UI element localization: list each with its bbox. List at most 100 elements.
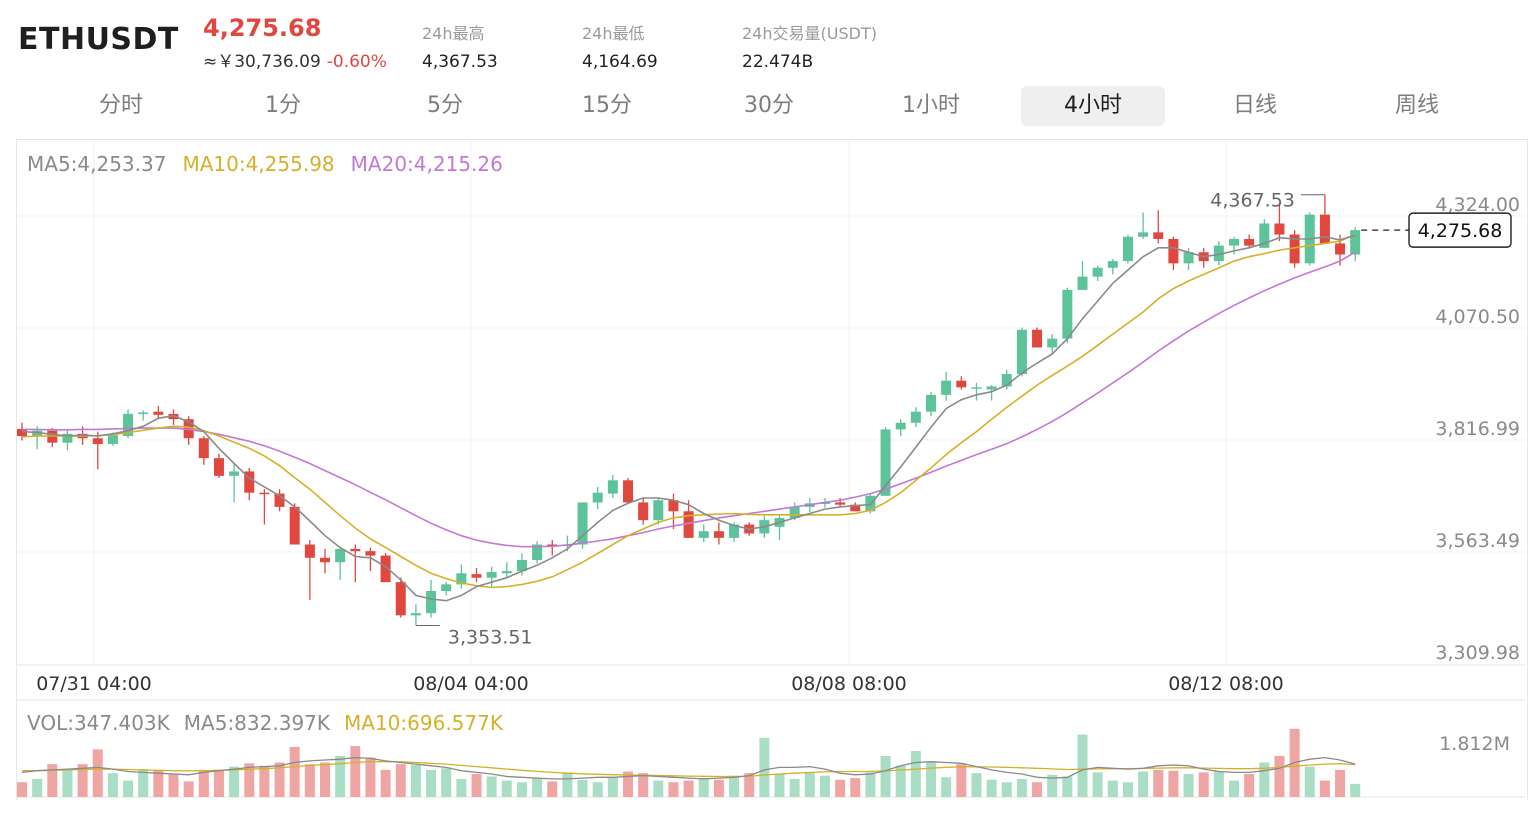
candle-body <box>986 386 997 390</box>
volume-bar <box>880 755 891 797</box>
candle-body <box>1047 338 1058 348</box>
candle-body <box>123 413 134 437</box>
volume-bar <box>1259 762 1270 797</box>
candle-body <box>683 511 694 538</box>
volume-bar <box>1198 772 1209 797</box>
volume-bar <box>456 778 467 797</box>
current-price-box <box>1408 212 1512 248</box>
candle-body <box>289 506 300 545</box>
volume-bar <box>304 764 315 797</box>
tab-timeshare[interactable]: 分时 <box>98 93 143 118</box>
candle-body <box>926 394 936 412</box>
volume-bar <box>819 775 830 797</box>
tab-4h[interactable]: 4小时 <box>1021 86 1165 126</box>
tab-5m[interactable]: 5分 <box>427 93 463 118</box>
tab-1d[interactable]: 日线 <box>1232 93 1277 118</box>
volume-bar <box>395 764 406 797</box>
tab-1w[interactable]: 周线 <box>1394 93 1439 118</box>
volume-bar <box>683 780 694 797</box>
volume-bar <box>956 764 967 797</box>
candle-body <box>698 531 709 538</box>
current-price-label: 4,275.68 <box>1418 220 1503 242</box>
candle-body <box>153 411 164 415</box>
stat-label: 24h交易量(USDT) <box>742 24 877 43</box>
candle-body <box>395 582 406 616</box>
volume-bar <box>532 778 543 797</box>
volume-bar <box>607 777 618 797</box>
candle-body <box>895 422 906 430</box>
candle-body <box>17 428 27 437</box>
volume-bar <box>713 779 724 797</box>
volume-bar <box>486 776 497 797</box>
volume-bar <box>729 775 740 797</box>
candle-body <box>789 506 800 518</box>
candle-body <box>1259 223 1270 248</box>
volume-bar <box>153 769 164 797</box>
candle-body <box>668 500 679 512</box>
volume-bar <box>198 769 209 797</box>
x-tick-label: 07/31 04:00 <box>36 673 152 695</box>
min-price-marker: 3,353.51 <box>415 625 533 649</box>
tab-1h[interactable]: 1小时 <box>902 93 960 118</box>
volume-bar <box>1077 734 1088 797</box>
candle-body <box>62 433 73 443</box>
volume-bar <box>1107 780 1118 797</box>
volume-bar <box>289 746 300 797</box>
volume-bar <box>759 737 770 797</box>
candle-body <box>456 573 467 585</box>
volume-bar <box>501 780 512 797</box>
volume-bar <box>562 772 573 797</box>
candle-body <box>623 480 633 503</box>
stat-24h-high: 24h最高 4,367.53 <box>422 20 498 72</box>
volume-bar <box>229 766 240 797</box>
candle-body <box>138 412 149 415</box>
tab-15m[interactable]: 15分 <box>582 93 632 118</box>
candle-body <box>592 492 603 503</box>
candle-body <box>304 544 315 558</box>
volume-bar <box>1244 774 1255 797</box>
min-price-label: 3,353.51 <box>448 627 533 649</box>
candle-body <box>1062 289 1073 339</box>
candle-body <box>320 557 330 563</box>
candle-body <box>850 504 861 512</box>
candle-body <box>713 531 724 538</box>
candle-body <box>1138 232 1149 237</box>
candle-body <box>532 544 543 561</box>
vol-ma10-legend: MA10:696.577K <box>344 711 503 735</box>
candle-body <box>653 500 664 521</box>
candle-body <box>729 524 740 538</box>
volume-bar <box>410 764 421 797</box>
candle-body <box>335 548 346 563</box>
tab-30m[interactable]: 30分 <box>744 93 794 118</box>
volume-bar <box>1274 755 1285 797</box>
volume-bar <box>471 774 482 797</box>
x-tick-label: 08/04 04:00 <box>413 673 529 695</box>
volume-bar <box>441 768 452 797</box>
candle-body <box>259 492 270 495</box>
last-price: 4,275.68 <box>203 14 322 42</box>
stat-value: 4,164.69 <box>582 52 658 72</box>
volume-bar <box>1335 769 1346 797</box>
volume-bar <box>62 769 73 797</box>
candle-body <box>471 574 482 578</box>
volume-bar <box>638 773 649 797</box>
ma20-line <box>22 251 1356 548</box>
candle-body <box>638 502 649 521</box>
candle-body <box>1319 214 1330 244</box>
volume-bar <box>1168 770 1179 797</box>
candle-body <box>941 380 952 395</box>
volume-bar <box>895 765 906 797</box>
candle-body <box>213 458 224 476</box>
stat-label: 24h最低 <box>582 24 645 43</box>
volume-bar <box>835 779 846 797</box>
volume-bar <box>138 769 149 797</box>
volume-bar <box>910 751 921 797</box>
volume-bar <box>183 781 194 797</box>
ma-legend: MA5:4,253.37 MA10:4,255.98 MA20:4,215.26 <box>27 152 519 176</box>
candle-body <box>244 471 255 493</box>
tab-1m[interactable]: 1分 <box>265 93 301 118</box>
candle-body <box>956 380 967 388</box>
volume-bar <box>1183 774 1194 797</box>
volume-bar <box>1229 780 1239 797</box>
